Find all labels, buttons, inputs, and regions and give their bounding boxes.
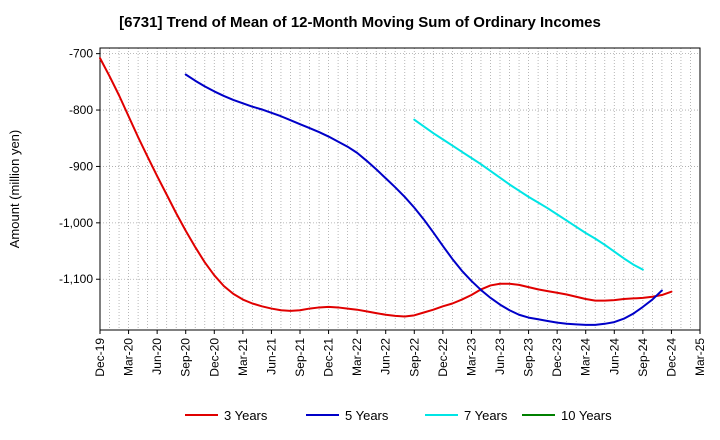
x-tick-label: Sep-23 (522, 338, 536, 377)
legend-label-5-years: 5 Years (345, 408, 389, 423)
y-axis: -700 -800 -900 -1,000 -1,100 (59, 47, 100, 286)
plot-frame (99, 47, 701, 331)
x-tick-label: Jun-20 (150, 338, 164, 375)
series-layer (99, 57, 673, 326)
legend-label-3-years: 3 Years (224, 408, 268, 423)
x-axis: Dec-19 Mar-20 Jun-20 Sep-20 Dec-20 Mar-21 Jun-… (93, 330, 707, 377)
y-tick-label: -800 (69, 103, 93, 117)
x-tick-label: Mar-22 (350, 338, 364, 376)
series-line-7-years (413, 118, 644, 271)
x-tick-label: Dec-24 (664, 338, 678, 377)
grid (100, 48, 700, 330)
series-line-3-years (99, 57, 673, 318)
y-tick-label: -700 (69, 47, 93, 61)
series-line-5-years (184, 73, 663, 326)
x-tick-label: Jun-24 (607, 338, 621, 375)
legend: 3 Years 5 Years 7 Years 10 Years (185, 408, 612, 423)
x-tick-label: Jun-22 (379, 338, 393, 375)
x-tick-label: Mar-21 (236, 338, 250, 376)
x-tick-label: Dec-20 (207, 338, 221, 377)
y-tick-label: -1,000 (59, 216, 93, 230)
x-tick-label: Dec-19 (93, 338, 107, 377)
x-tick-label: Mar-23 (464, 338, 478, 376)
y-tick-label: -900 (69, 159, 93, 173)
x-tick-label: Dec-23 (550, 338, 564, 377)
x-tick-label: Dec-21 (322, 338, 336, 377)
x-tick-label: Mar-24 (579, 338, 593, 376)
x-tick-label: Mar-20 (122, 338, 136, 376)
y-axis-label: Amount (million yen) (7, 130, 22, 249)
x-tick-label: Sep-22 (407, 338, 421, 377)
x-tick-label: Jun-21 (264, 338, 278, 375)
x-tick-label: Sep-20 (179, 338, 193, 377)
legend-label-10-years: 10 Years (561, 408, 612, 423)
chart-title: [6731] Trend of Mean of 12-Month Moving … (119, 14, 601, 31)
x-tick-label: Sep-24 (636, 338, 650, 377)
y-tick-label: -1,100 (59, 272, 93, 286)
x-tick-label: Sep-21 (293, 338, 307, 377)
legend-label-7-years: 7 Years (464, 408, 508, 423)
x-tick-label: Jun-23 (493, 338, 507, 375)
x-tick-label: Dec-22 (436, 338, 450, 377)
x-tick-label: Mar-25 (693, 338, 707, 376)
